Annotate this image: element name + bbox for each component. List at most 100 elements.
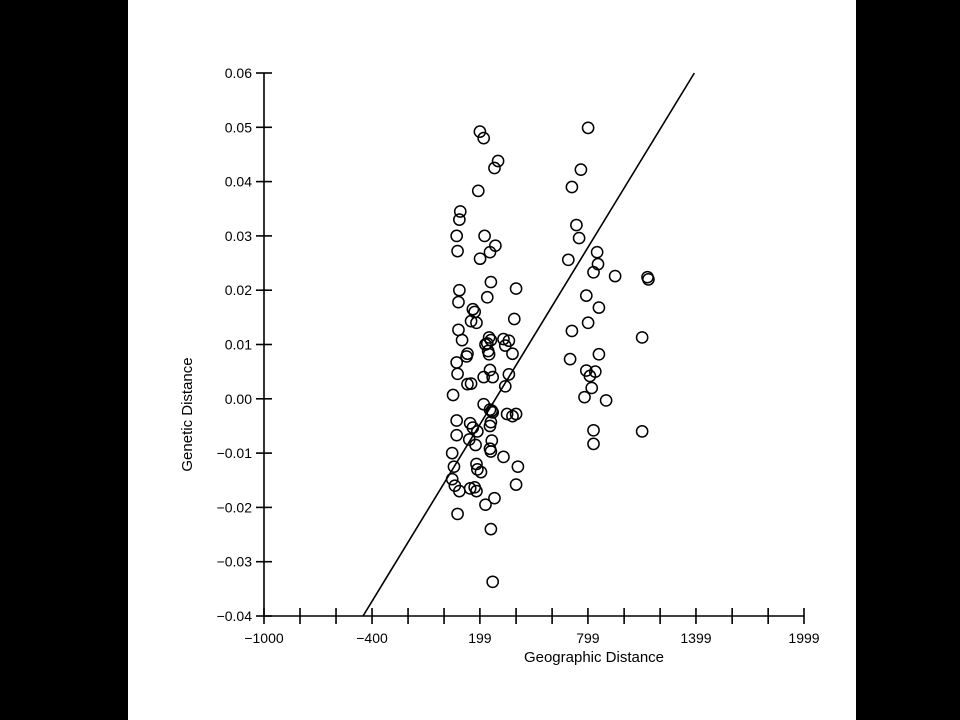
data-point — [469, 438, 482, 452]
y-tick-label: 0.04 — [225, 174, 252, 190]
data-points — [445, 121, 655, 589]
data-point — [486, 370, 500, 384]
data-point — [574, 163, 588, 177]
data-point — [452, 295, 465, 309]
data-point — [488, 491, 501, 505]
data-point — [446, 388, 460, 402]
data-point — [506, 347, 519, 361]
chart-panel: 0.06 0.05 0.04 0.03 0.02 0.01 0.00 −0.01 −0.02 −0… — [128, 0, 856, 720]
data-point — [509, 282, 523, 295]
y-axis-title: Genetic Distance — [179, 357, 196, 471]
data-point — [473, 125, 487, 138]
data-point — [563, 352, 577, 366]
data-point — [488, 161, 501, 175]
data-point — [450, 229, 464, 243]
y-tick-label: −0.03 — [217, 554, 253, 570]
data-point — [485, 434, 499, 447]
data-point — [471, 463, 484, 476]
y-tick-label: 0.03 — [225, 228, 252, 244]
data-point — [473, 252, 487, 266]
data-point — [484, 445, 498, 458]
x-tick-label: −400 — [356, 630, 388, 646]
data-point — [509, 407, 523, 421]
regression-line — [362, 72, 696, 617]
data-point — [581, 316, 595, 330]
x-ticks: −1000 −400 199 799 1399 1999 — [244, 608, 820, 646]
data-point — [587, 423, 600, 437]
x-tick-label: 799 — [576, 630, 600, 646]
y-tick-label: 0.05 — [225, 119, 252, 135]
data-point — [581, 121, 595, 135]
data-point — [453, 283, 466, 297]
x-axis-title: Geographic Distance — [524, 649, 664, 666]
data-point — [483, 403, 497, 417]
data-point — [450, 428, 464, 442]
data-point — [447, 460, 461, 474]
data-point — [599, 394, 613, 407]
y-ticks: 0.06 0.05 0.04 0.03 0.02 0.01 0.00 −0.01 −0.02 −0… — [217, 65, 272, 624]
data-point — [452, 323, 465, 337]
data-point — [486, 575, 500, 589]
y-tick-label: 0.06 — [225, 65, 252, 81]
data-point — [451, 507, 464, 521]
data-point — [470, 316, 483, 330]
y-tick-label: −0.01 — [217, 445, 253, 461]
data-point — [565, 324, 579, 338]
data-point — [479, 498, 492, 512]
data-point — [635, 331, 649, 344]
data-point — [511, 460, 525, 474]
x-tick-label: −1000 — [244, 630, 284, 646]
y-tick-label: 0.00 — [225, 391, 252, 407]
data-point — [502, 368, 516, 381]
data-point — [471, 184, 485, 198]
x-tick-label: 199 — [468, 630, 492, 646]
data-point — [497, 450, 510, 464]
data-point — [497, 332, 510, 346]
x-tick-label: 1999 — [788, 630, 819, 646]
data-point — [498, 379, 512, 393]
data-point — [635, 425, 649, 438]
data-point — [450, 414, 464, 427]
data-point — [642, 272, 655, 286]
data-point — [592, 301, 606, 314]
data-point — [587, 437, 600, 451]
data-point — [588, 365, 602, 378]
data-point — [587, 265, 600, 279]
data-point — [445, 446, 459, 460]
data-point — [480, 290, 494, 304]
data-point — [484, 522, 498, 536]
data-point — [507, 312, 521, 326]
data-point — [592, 347, 606, 361]
x-tick-label: 1399 — [680, 630, 711, 646]
data-point — [482, 347, 496, 361]
data-point — [483, 419, 497, 433]
data-point — [482, 331, 496, 344]
data-point — [585, 381, 599, 395]
y-tick-label: −0.04 — [217, 608, 253, 624]
data-point — [579, 289, 593, 302]
data-point — [453, 213, 466, 226]
data-point — [470, 484, 483, 498]
data-point — [478, 229, 491, 243]
data-point — [464, 377, 478, 390]
data-point — [483, 363, 497, 377]
data-point — [453, 205, 467, 218]
data-point — [474, 465, 488, 479]
y-tick-label: 0.02 — [225, 282, 252, 298]
scatter-chart: 0.06 0.05 0.04 0.03 0.02 0.01 0.00 −0.01 −0.02 −0… — [179, 65, 820, 666]
y-tick-label: −0.02 — [217, 499, 253, 515]
data-point — [463, 482, 477, 495]
data-point — [483, 245, 497, 259]
data-point — [491, 154, 505, 168]
data-point — [466, 302, 480, 316]
data-point — [484, 275, 498, 289]
data-point — [451, 244, 464, 258]
data-point — [578, 390, 591, 404]
data-point — [498, 339, 512, 352]
data-point — [460, 350, 473, 363]
axes: 0.06 0.05 0.04 0.03 0.02 0.01 0.00 −0.01 −0.02 −0… — [217, 65, 820, 646]
data-point — [464, 314, 478, 328]
data-point — [471, 425, 484, 438]
data-point — [561, 253, 575, 267]
data-point — [477, 131, 491, 145]
